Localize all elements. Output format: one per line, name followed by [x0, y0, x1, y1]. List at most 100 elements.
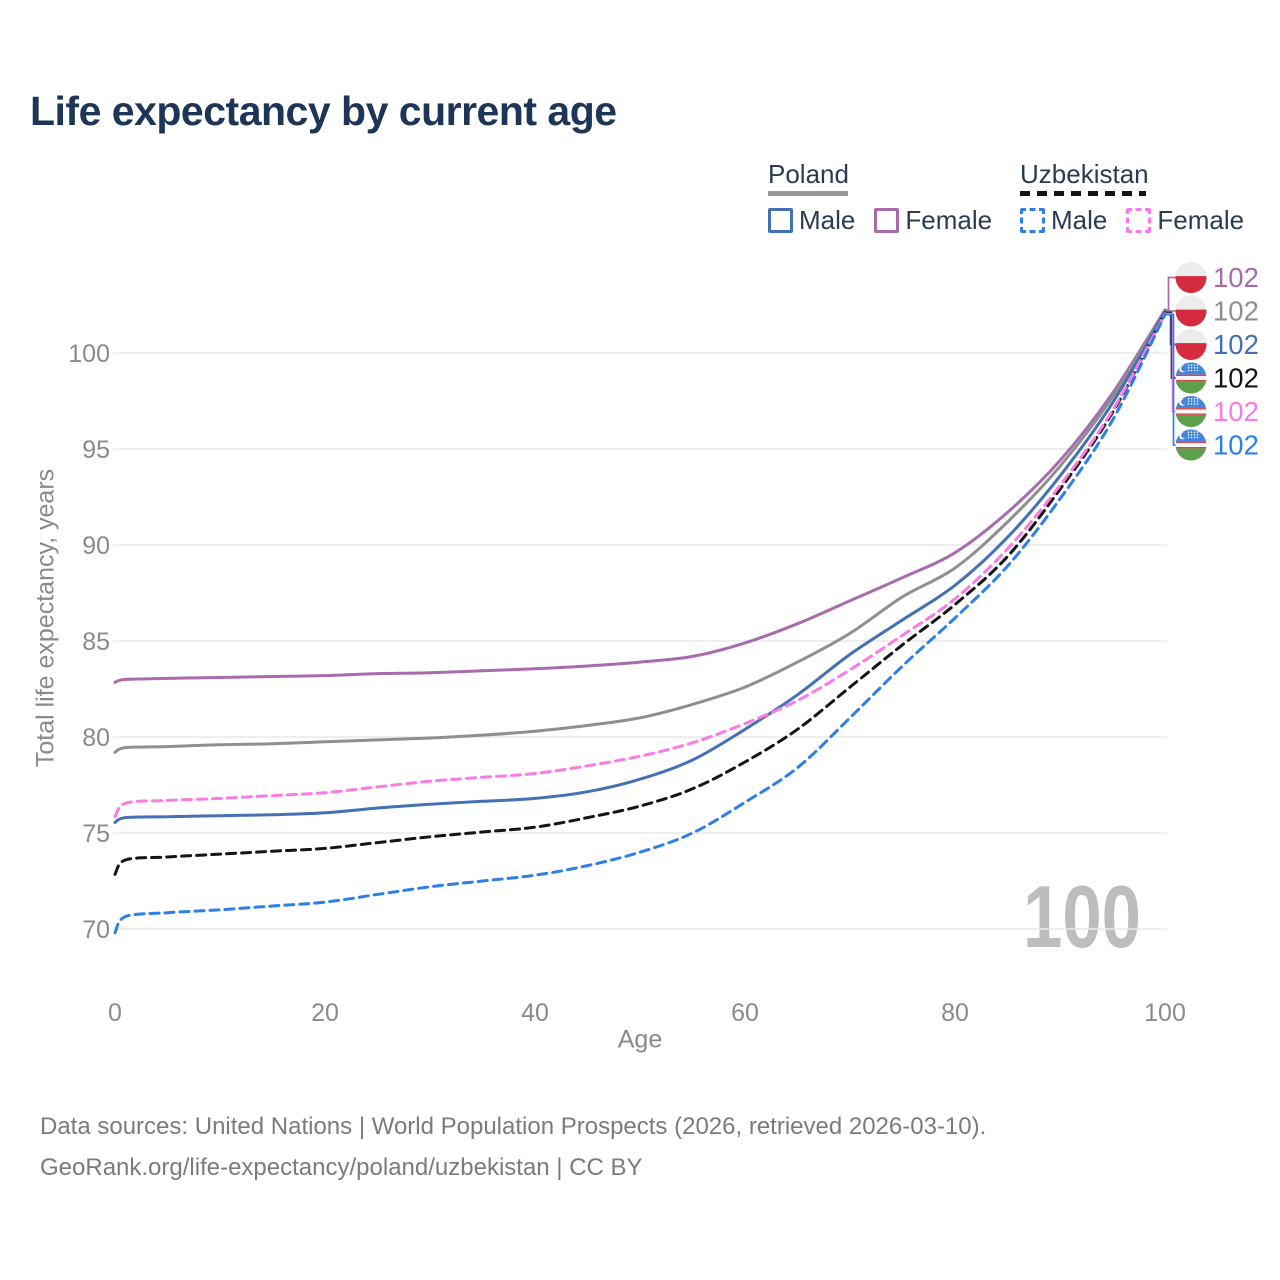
flag-star: [1193, 434, 1196, 436]
y-tick-label: 80: [82, 724, 110, 752]
checkbox-swatch-icon: [768, 208, 793, 233]
flag-red-strip: [1175, 374, 1207, 376]
flag-star: [1193, 400, 1196, 403]
x-tick-label: 20: [311, 999, 339, 1027]
flag-star: [1190, 431, 1193, 434]
series-line-poland-female: [113, 308, 1167, 684]
legend-item-label: Female: [1157, 205, 1245, 235]
uzbekistan-line-style-sample: [1020, 191, 1146, 196]
flag-green-band: [1175, 381, 1207, 394]
uzbekistan-flag-icon: [1175, 396, 1207, 427]
leader-line: [1165, 313, 1176, 446]
page-title: Life expectancy by current age: [30, 88, 617, 134]
series-line-uzbekistan: [113, 311, 1167, 876]
x-tick-label: 40: [521, 999, 549, 1027]
data-sources-text: Data sources: United Nations | World Pop…: [40, 1113, 987, 1140]
end-value-label: 102: [1213, 396, 1259, 427]
flag-star: [1187, 431, 1190, 434]
flag-white-band: [1175, 262, 1207, 277]
flag-star: [1193, 369, 1196, 372]
flag-red-strip: [1175, 380, 1207, 382]
flag-star: [1187, 369, 1190, 372]
legend-group-title: Uzbekistan: [1020, 159, 1149, 189]
series-line-uzbekistan-male: [113, 313, 1167, 935]
poland-flag-icon: [1175, 329, 1207, 360]
footer: Data sources: United Nations | World Pop…: [40, 1106, 986, 1188]
flag-star: [1187, 364, 1190, 367]
y-axis-title: Total life expectancy, years: [31, 468, 60, 768]
series-line-poland: [113, 309, 1167, 754]
legend-group-uzbekistan: Uzbekistan Male Female: [1020, 159, 1263, 236]
legend-item-label: Male: [1051, 205, 1108, 235]
y-tick-label: 90: [82, 532, 110, 560]
flag-white-band: [1175, 443, 1207, 447]
flag-star: [1196, 367, 1199, 369]
y-tick-label: 70: [82, 916, 110, 944]
end-value-label: 102: [1213, 296, 1259, 327]
flag-star: [1196, 397, 1199, 400]
checkbox-swatch-icon: [1126, 208, 1152, 233]
flag-star: [1187, 400, 1190, 403]
flag-red-strip: [1175, 447, 1207, 449]
flag-green-band: [1175, 448, 1207, 461]
legend-item-poland-female[interactable]: Female: [874, 205, 992, 236]
flag-crescent-cut: [1181, 365, 1187, 372]
flag-red-band: [1175, 309, 1207, 327]
x-tick-label: 60: [731, 999, 759, 1027]
end-value-label: 102: [1213, 363, 1259, 394]
y-tick-label: 100: [68, 340, 110, 368]
legend: Poland Male Female Uzbekistan Male: [0, 159, 1280, 239]
flag-star: [1190, 369, 1193, 372]
end-value-label: 102: [1213, 430, 1259, 461]
flag-star: [1187, 436, 1190, 439]
flag-star: [1190, 397, 1193, 400]
series-line-poland-male: [113, 310, 1167, 824]
x-axis-title: Age: [617, 1025, 663, 1054]
flag-star: [1193, 397, 1196, 400]
flag-star: [1193, 431, 1196, 434]
x-tick-label: 80: [941, 999, 969, 1027]
flag-star: [1193, 403, 1196, 405]
flag-red-band: [1175, 343, 1207, 360]
y-tick-label: 95: [82, 436, 110, 464]
legend-item-uzbekistan-male[interactable]: Male: [1020, 205, 1107, 236]
end-value-label: 102: [1213, 329, 1259, 360]
flag-star: [1196, 434, 1199, 436]
attribution-text: GeoRank.org/life-expectancy/poland/uzbek…: [40, 1154, 643, 1181]
flag-white-band: [1175, 376, 1207, 380]
age-watermark: 100: [1023, 867, 1141, 966]
uzbekistan-flag-icon: [1175, 362, 1207, 394]
flag-star: [1190, 364, 1193, 367]
end-value-label: 102: [1213, 262, 1259, 293]
flag-star: [1190, 434, 1193, 436]
flag-crescent-cut: [1181, 432, 1187, 439]
flag-red-strip: [1175, 408, 1207, 410]
flag-red-band: [1175, 276, 1207, 293]
flag-red-strip: [1175, 413, 1207, 415]
poland-line-style-sample: [768, 191, 848, 196]
poland-flag-icon: [1175, 262, 1207, 293]
flag-crescent-cut: [1181, 399, 1187, 405]
checkbox-swatch-icon: [874, 208, 900, 233]
flag-white-band: [1175, 329, 1207, 344]
checkbox-swatch-icon: [1020, 208, 1045, 233]
flag-star: [1187, 434, 1190, 436]
flag-star: [1187, 403, 1190, 405]
flag-white-band: [1175, 409, 1207, 414]
flag-star: [1196, 431, 1199, 434]
y-tick-label: 75: [82, 820, 110, 848]
legend-item-uzbekistan-female[interactable]: Female: [1126, 205, 1244, 236]
uzbekistan-flag-icon: [1175, 429, 1207, 461]
flag-star: [1196, 364, 1199, 367]
flag-star: [1196, 436, 1199, 439]
legend-item-poland-male[interactable]: Male: [768, 205, 855, 236]
x-tick-label: 0: [108, 999, 122, 1027]
flag-green-band: [1175, 414, 1207, 427]
flag-red-strip: [1175, 441, 1207, 443]
flag-star: [1190, 403, 1193, 405]
leader-line: [1165, 276, 1176, 311]
flag-star: [1190, 367, 1193, 369]
flag-star: [1187, 367, 1190, 369]
flag-star: [1190, 436, 1193, 439]
